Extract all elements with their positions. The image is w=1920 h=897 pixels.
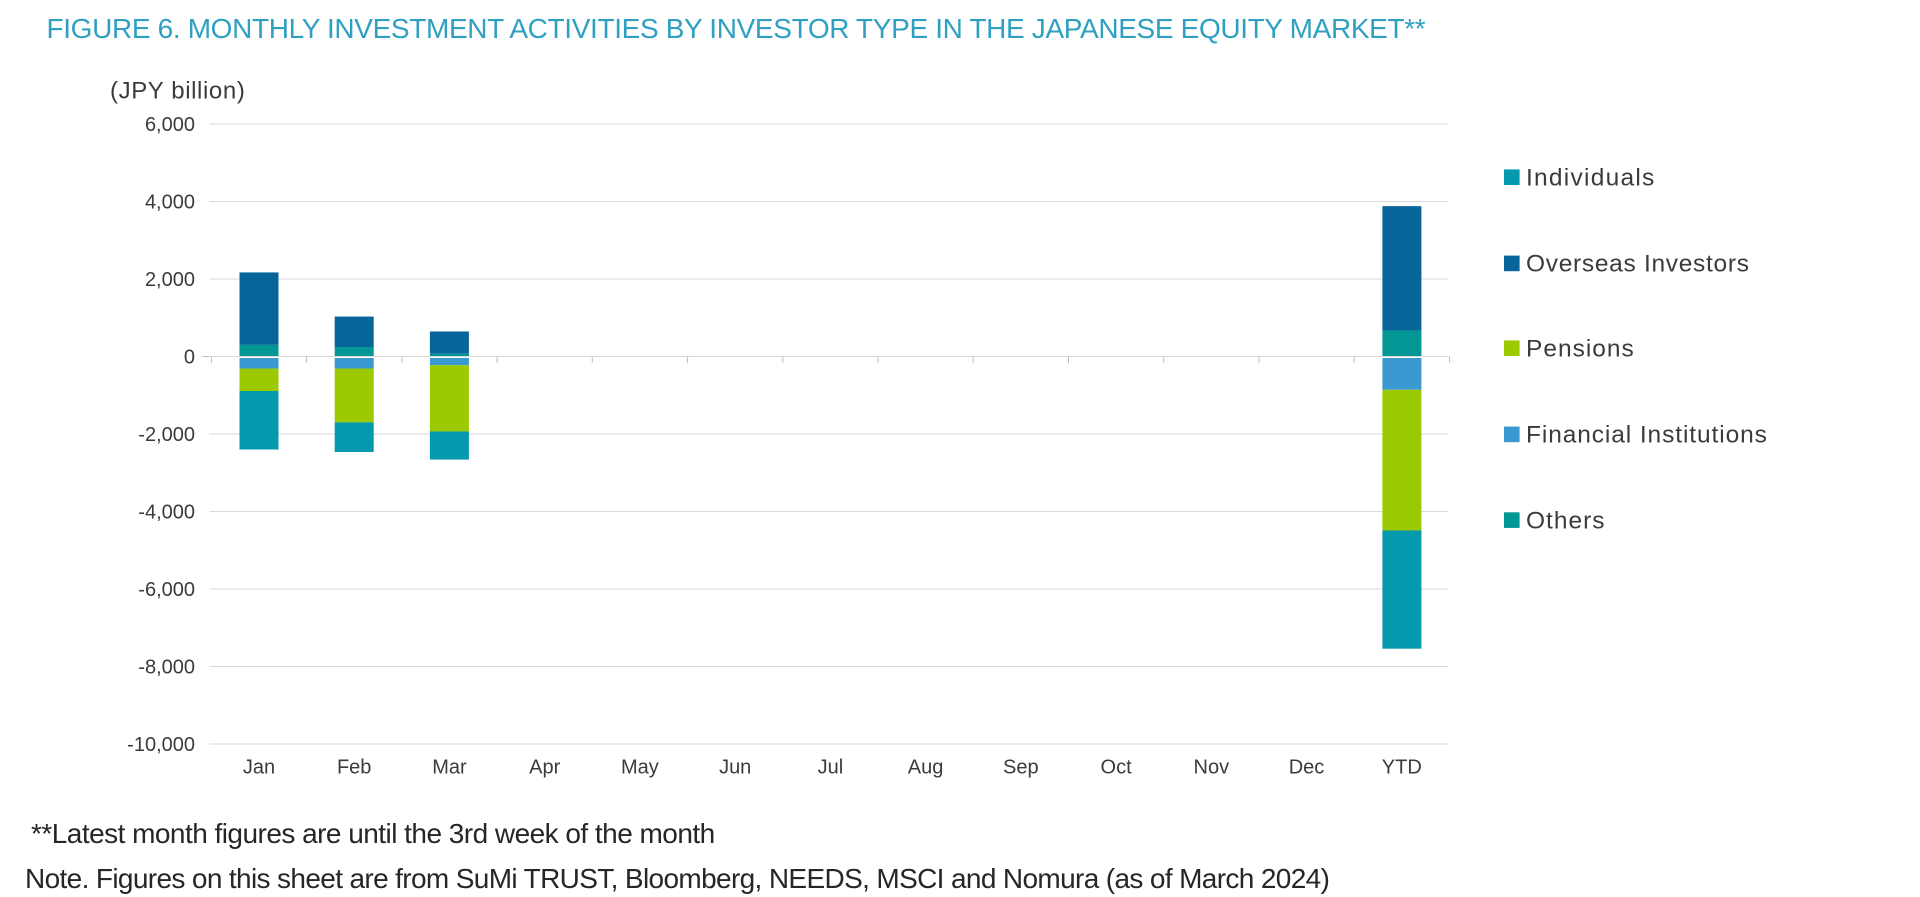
svg-text:4,000: 4,000 bbox=[145, 192, 195, 214]
svg-text:Jun: Jun bbox=[719, 757, 751, 779]
svg-text:-10,000: -10,000 bbox=[127, 734, 195, 756]
svg-text:Individuals: Individuals bbox=[1526, 164, 1656, 191]
svg-text:Others: Others bbox=[1526, 507, 1606, 534]
svg-text:Feb: Feb bbox=[337, 757, 371, 779]
svg-text:Jul: Jul bbox=[818, 757, 844, 779]
svg-text:Dec: Dec bbox=[1289, 757, 1325, 779]
svg-text:Mar: Mar bbox=[432, 757, 467, 779]
svg-text:-8,000: -8,000 bbox=[138, 657, 195, 679]
svg-text:Apr: Apr bbox=[529, 757, 560, 779]
svg-text:Nov: Nov bbox=[1194, 757, 1230, 779]
svg-text:(JPY billion): (JPY billion) bbox=[110, 78, 245, 105]
svg-text:May: May bbox=[621, 757, 659, 779]
svg-text:Jan: Jan bbox=[243, 757, 275, 779]
svg-text:6,000: 6,000 bbox=[145, 114, 195, 136]
svg-text:-6,000: -6,000 bbox=[138, 579, 195, 601]
svg-text:Sep: Sep bbox=[1003, 757, 1039, 779]
svg-text:-2,000: -2,000 bbox=[138, 424, 195, 446]
svg-text:YTD: YTD bbox=[1382, 757, 1422, 779]
svg-text:Oct: Oct bbox=[1101, 757, 1133, 779]
svg-text:Aug: Aug bbox=[908, 757, 944, 779]
svg-text:0: 0 bbox=[184, 347, 195, 369]
svg-text:-4,000: -4,000 bbox=[138, 502, 195, 524]
svg-text:Pensions: Pensions bbox=[1526, 335, 1635, 362]
svg-text:2,000: 2,000 bbox=[145, 269, 195, 291]
svg-text:Financial Institutions: Financial Institutions bbox=[1526, 422, 1768, 449]
svg-text:Overseas Investors: Overseas Investors bbox=[1526, 251, 1750, 278]
